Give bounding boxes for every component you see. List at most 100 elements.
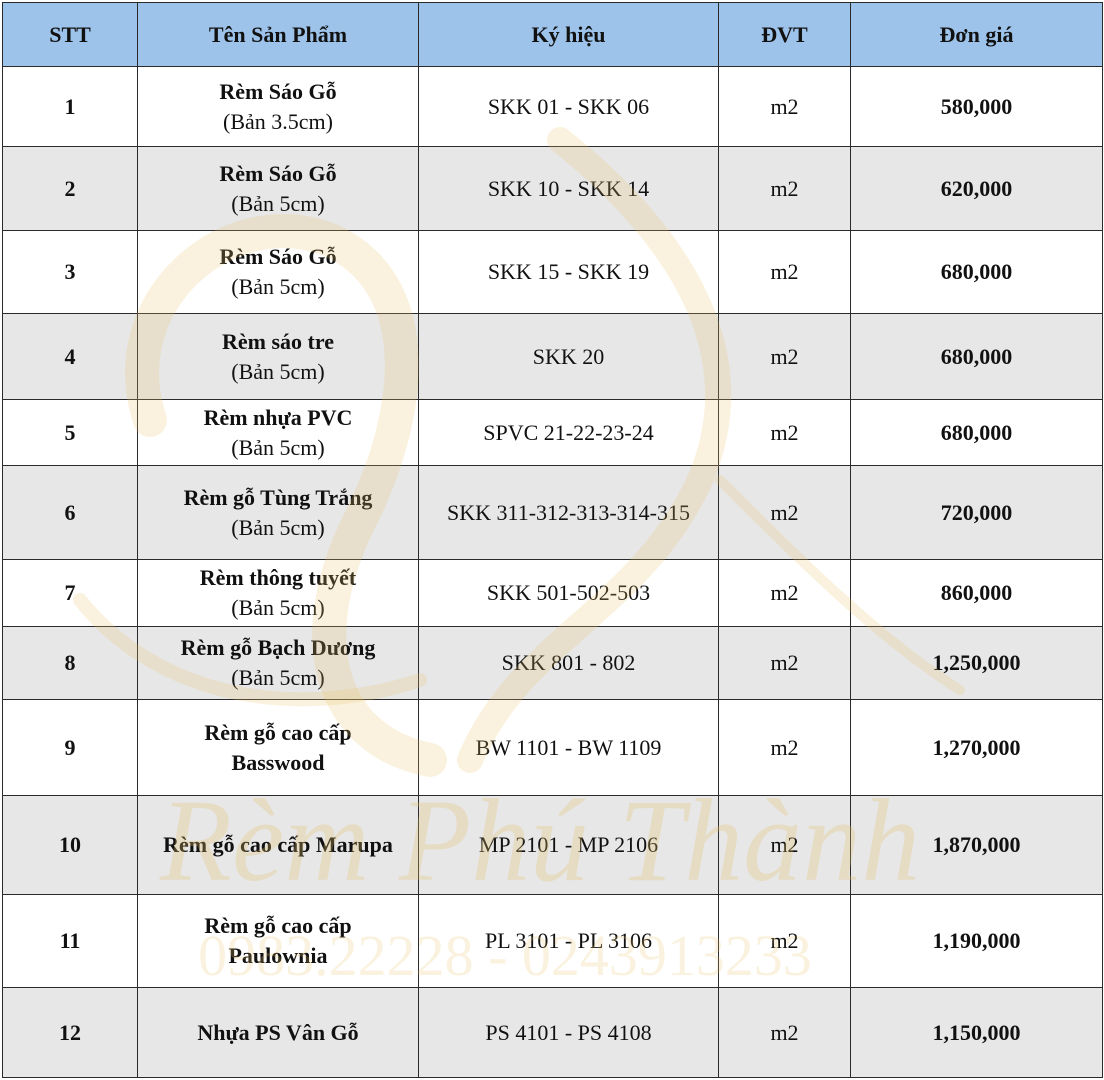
product-sub: (Bản 5cm): [231, 595, 325, 620]
product-sub: (Bản 5cm): [231, 665, 325, 690]
row-stt: 4: [2, 313, 138, 400]
row-code: SPVC 21-22-23-24: [418, 399, 719, 466]
row-unit: m2: [718, 146, 851, 231]
row-stt: 1: [2, 66, 138, 147]
product-name: Rèm gỗ cao cấp: [204, 913, 352, 938]
row-unit: m2: [718, 987, 851, 1078]
table-row: 12 Nhựa PS Vân Gỗ PS 4101 - PS 4108 m2 1…: [2, 987, 1103, 1078]
row-stt: 5: [2, 399, 138, 466]
product-name: Rèm Sáo Gỗ: [219, 78, 337, 104]
row-product-name: Rèm Sáo Gỗ (Bản 5cm): [137, 146, 419, 231]
row-unit: m2: [718, 626, 851, 700]
row-code: BW 1101 - BW 1109: [418, 699, 719, 796]
product-sub: (Bản 5cm): [231, 274, 325, 299]
row-code: SKK 10 - SKK 14: [418, 146, 719, 231]
row-unit: m2: [718, 465, 851, 560]
row-product-name: Rèm gỗ Tùng Trắng (Bản 5cm): [137, 465, 419, 560]
header-unit: ĐVT: [718, 2, 851, 67]
product-name: Nhựa PS Vân Gỗ: [197, 1019, 359, 1045]
header-price: Đơn giá: [850, 2, 1103, 67]
product-sub: (Bản 5cm): [231, 434, 325, 460]
row-code: MP 2101 - MP 2106: [418, 795, 719, 895]
product-sub: Paulownia: [228, 943, 328, 968]
row-code: SKK 801 - 802: [418, 626, 719, 700]
row-unit: m2: [718, 559, 851, 627]
row-price: 1,870,000: [850, 795, 1103, 895]
row-price: 1,150,000: [850, 987, 1103, 1078]
product-sub: (Bản 5cm): [231, 358, 325, 384]
row-code: SKK 20: [418, 313, 719, 400]
header-code: Ký hiệu: [418, 2, 719, 67]
row-price: 720,000: [850, 465, 1103, 560]
product-name: Rèm gỗ cao cấp: [204, 719, 352, 745]
row-stt: 8: [2, 626, 138, 700]
row-stt: 12: [2, 987, 138, 1078]
row-price: 1,250,000: [850, 626, 1103, 700]
row-code: PL 3101 - PL 3106: [418, 894, 719, 988]
row-stt: 2: [2, 146, 138, 231]
product-name: Rèm gỗ cao cấp Marupa: [163, 832, 393, 857]
row-stt: 3: [2, 230, 138, 314]
product-name: Rèm gỗ Tùng Trắng: [183, 484, 373, 510]
table-row: 3 Rèm Sáo Gỗ (Bản 5cm) SKK 15 - SKK 19 m2…: [2, 230, 1103, 314]
table-row: 2 Rèm Sáo Gỗ (Bản 5cm) SKK 10 - SKK 14 m2…: [2, 146, 1103, 231]
row-stt: 7: [2, 559, 138, 627]
row-unit: m2: [718, 313, 851, 400]
row-product-name: Rèm thông tuyết (Bản 5cm): [137, 559, 419, 627]
row-stt: 10: [2, 795, 138, 895]
row-product-name: Rèm gỗ cao cấp Basswood: [137, 699, 419, 796]
product-sub: Basswood: [231, 749, 325, 775]
row-code: SKK 311-312-313-314-315: [418, 465, 719, 560]
product-name: Rèm thông tuyết: [199, 565, 357, 590]
table-row: 9 Rèm gỗ cao cấp Basswood BW 1101 - BW 11…: [2, 699, 1103, 796]
table-row: 1 Rèm Sáo Gỗ (Bản 3.5cm) SKK 01 - SKK 06 …: [2, 66, 1103, 147]
header-product-name: Tên Sản Phẩm: [137, 2, 419, 67]
table-row: 8 Rèm gỗ Bạch Dương (Bản 5cm) SKK 801 - 8…: [2, 626, 1103, 700]
table-row: 7 Rèm thông tuyết (Bản 5cm) SKK 501-502-5…: [2, 559, 1103, 627]
row-product-name: Rèm Sáo Gỗ (Bản 3.5cm): [137, 66, 419, 147]
row-price: 680,000: [850, 399, 1103, 466]
row-price: 680,000: [850, 230, 1103, 314]
row-stt: 6: [2, 465, 138, 560]
row-product-name: Rèm Sáo Gỗ (Bản 5cm): [137, 230, 419, 314]
table-row: 6 Rèm gỗ Tùng Trắng (Bản 5cm) SKK 311-312…: [2, 465, 1103, 560]
row-price: 860,000: [850, 559, 1103, 627]
row-unit: m2: [718, 66, 851, 147]
row-price: 680,000: [850, 313, 1103, 400]
row-unit: m2: [718, 399, 851, 466]
row-unit: m2: [718, 894, 851, 988]
row-price: 620,000: [850, 146, 1103, 231]
row-code: PS 4101 - PS 4108: [418, 987, 719, 1078]
row-product-name: Rèm gỗ cao cấp Marupa: [137, 795, 419, 895]
row-code: SKK 15 - SKK 19: [418, 230, 719, 314]
row-product-name: Rèm sáo tre (Bản 5cm): [137, 313, 419, 400]
row-product-name: Rèm gỗ Bạch Dương (Bản 5cm): [137, 626, 419, 700]
table-row: 10 Rèm gỗ cao cấp Marupa MP 2101 - MP 21…: [2, 795, 1103, 895]
row-price: 580,000: [850, 66, 1103, 147]
product-name: Rèm sáo tre: [222, 328, 334, 354]
table-row: 11 Rèm gỗ cao cấp Paulownia PL 3101 - PL …: [2, 894, 1103, 988]
product-sub: (Bản 5cm): [231, 190, 325, 216]
table-header-row: STT Tên Sản Phẩm Ký hiệu ĐVT Đơn giá: [2, 2, 1103, 67]
row-stt: 9: [2, 699, 138, 796]
product-sub: (Bản 3.5cm): [223, 108, 333, 134]
row-code: SKK 01 - SKK 06: [418, 66, 719, 147]
row-product-name: Rèm nhựa PVC (Bản 5cm): [137, 399, 419, 466]
row-product-name: Nhựa PS Vân Gỗ: [137, 987, 419, 1078]
row-unit: m2: [718, 699, 851, 796]
row-unit: m2: [718, 230, 851, 314]
product-name: Rèm nhựa PVC: [203, 404, 353, 430]
product-name: Rèm gỗ Bạch Dương: [180, 635, 376, 660]
row-unit: m2: [718, 795, 851, 895]
row-price: 1,190,000: [850, 894, 1103, 988]
header-stt: STT: [2, 2, 138, 67]
product-sub: (Bản 5cm): [231, 514, 325, 540]
row-price: 1,270,000: [850, 699, 1103, 796]
row-code: SKK 501-502-503: [418, 559, 719, 627]
table-row: 5 Rèm nhựa PVC (Bản 5cm) SPVC 21-22-23-24…: [2, 399, 1103, 466]
row-stt: 11: [2, 894, 138, 988]
row-product-name: Rèm gỗ cao cấp Paulownia: [137, 894, 419, 988]
table-row: 4 Rèm sáo tre (Bản 5cm) SKK 20 m2 680,000: [2, 313, 1103, 400]
